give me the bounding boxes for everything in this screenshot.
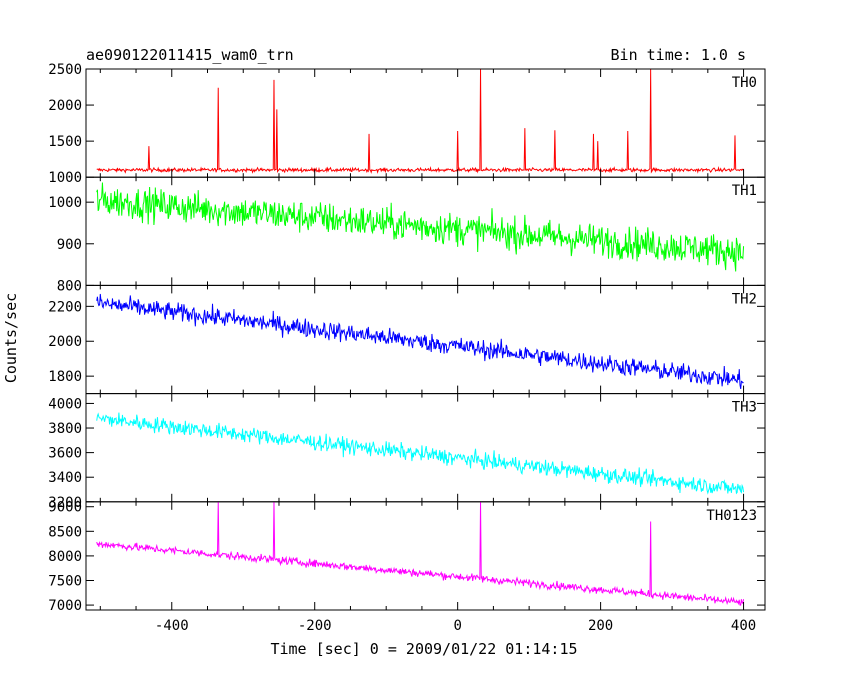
x-tick-label: -200	[298, 618, 332, 634]
x-tick-label: 0	[453, 618, 461, 634]
bin-time-label: Bin time: 1.0 s	[611, 46, 746, 64]
y-tick-label: 3600	[48, 446, 82, 462]
x-tick-label: 400	[731, 618, 756, 634]
panel-TH0123-frame	[85, 501, 766, 611]
y-tick-label: 9000	[48, 500, 82, 516]
series-TH3-line	[96, 412, 745, 495]
y-tick-label: 8500	[48, 524, 82, 540]
chart-title: ae090122011415_wam0_trn	[86, 46, 294, 64]
y-tick-label: 2200	[48, 299, 82, 315]
series-TH0123-line	[96, 501, 745, 606]
y-tick-label: 1800	[48, 369, 82, 385]
y-tick-label: 7000	[48, 598, 82, 614]
y-tick-label: 2000	[48, 98, 82, 114]
panel-TH3-label: TH3	[732, 400, 757, 416]
panel-TH0-label: TH0	[732, 75, 757, 91]
panel-TH2-label: TH2	[732, 291, 757, 307]
panel-TH1-label: TH1	[732, 183, 757, 199]
x-tick-label: -400	[155, 618, 189, 634]
y-tick-label: 2000	[48, 334, 82, 350]
panels-group: TH01000150020002500TH18009001000TH218002…	[48, 62, 766, 634]
y-tick-label: 3400	[48, 470, 82, 486]
panel-TH0-frame	[85, 68, 766, 178]
y-axis-label: Counts/sec	[2, 293, 20, 383]
y-tick-label: 7500	[48, 573, 82, 589]
series-TH0-line	[96, 69, 744, 174]
y-tick-label: 1500	[48, 134, 82, 150]
x-tick-label: 200	[588, 618, 613, 634]
y-tick-label: 8000	[48, 549, 82, 565]
y-tick-label: 900	[57, 237, 82, 253]
series-TH2-line	[96, 293, 744, 390]
y-tick-label: 800	[57, 278, 82, 294]
y-tick-label: 3800	[48, 421, 82, 437]
y-tick-label: 4000	[48, 396, 82, 412]
series-TH1-line	[96, 182, 745, 272]
panel-TH0123-label: TH0123	[706, 508, 757, 524]
y-tick-label: 1000	[48, 195, 82, 211]
y-tick-label: 2500	[48, 62, 82, 78]
y-tick-label: 3200	[48, 495, 82, 511]
y-tick-label: 1000	[48, 170, 82, 186]
x-axis-label: Time [sec] 0 = 2009/01/22 01:14:15	[270, 640, 577, 658]
